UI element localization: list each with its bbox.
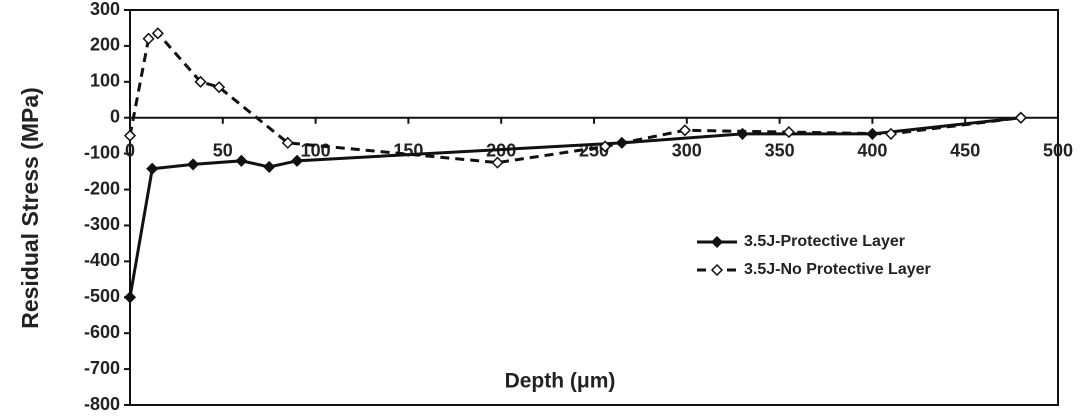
x-tick-label: 150 <box>393 140 423 160</box>
data-point <box>782 126 795 139</box>
data-point <box>123 129 137 142</box>
plot-frame <box>129 9 1059 406</box>
y-tick-label: -700 <box>84 358 120 378</box>
y-tick-label: -400 <box>84 250 120 270</box>
data-point <box>187 158 200 171</box>
data-point <box>884 127 898 140</box>
x-tick-label: 400 <box>857 140 887 160</box>
data-point <box>290 154 304 167</box>
x-tick-label: 300 <box>672 140 702 160</box>
data-point <box>151 27 164 40</box>
x-tick-label: 100 <box>301 140 331 160</box>
x-tick-label: 350 <box>765 140 795 160</box>
y-axis-label: Residual Stress (MPa) <box>17 87 43 329</box>
y-tick-label: 200 <box>90 35 120 55</box>
legend-marker <box>710 263 724 277</box>
data-point <box>235 154 248 167</box>
y-tick-label: 300 <box>90 0 120 19</box>
data-point <box>491 156 504 169</box>
data-point <box>213 81 226 94</box>
data-point <box>263 160 276 173</box>
data-point <box>281 136 294 149</box>
y-tick-label: -100 <box>84 142 120 162</box>
data-point <box>194 75 207 88</box>
y-tick-label: -200 <box>84 178 120 198</box>
data-point <box>146 162 159 175</box>
x-tick-label: 500 <box>1043 140 1073 160</box>
data-point <box>599 140 612 153</box>
legend-label: 3.5J-Protective Layer <box>744 233 905 250</box>
x-tick-label: 50 <box>213 140 233 160</box>
legend-marker <box>710 235 724 249</box>
y-tick-label: 100 <box>90 71 120 91</box>
y-tick-label: -500 <box>84 286 120 306</box>
data-point <box>678 124 692 137</box>
y-tick-label: -300 <box>84 214 120 234</box>
data-point <box>142 32 155 45</box>
data-point <box>123 291 137 304</box>
series-line <box>128 116 1022 298</box>
data-point <box>1014 111 1027 124</box>
y-tick-label: -800 <box>84 394 120 414</box>
legend-label: 3.5J-No Protective Layer <box>744 261 931 278</box>
y-tick-label: 0 <box>110 106 120 126</box>
x-axis-label: Depth (μm) <box>505 370 616 393</box>
x-tick-label: 0 <box>125 140 135 160</box>
x-tick-label: 450 <box>950 140 980 160</box>
y-tick-label: -600 <box>84 322 120 342</box>
